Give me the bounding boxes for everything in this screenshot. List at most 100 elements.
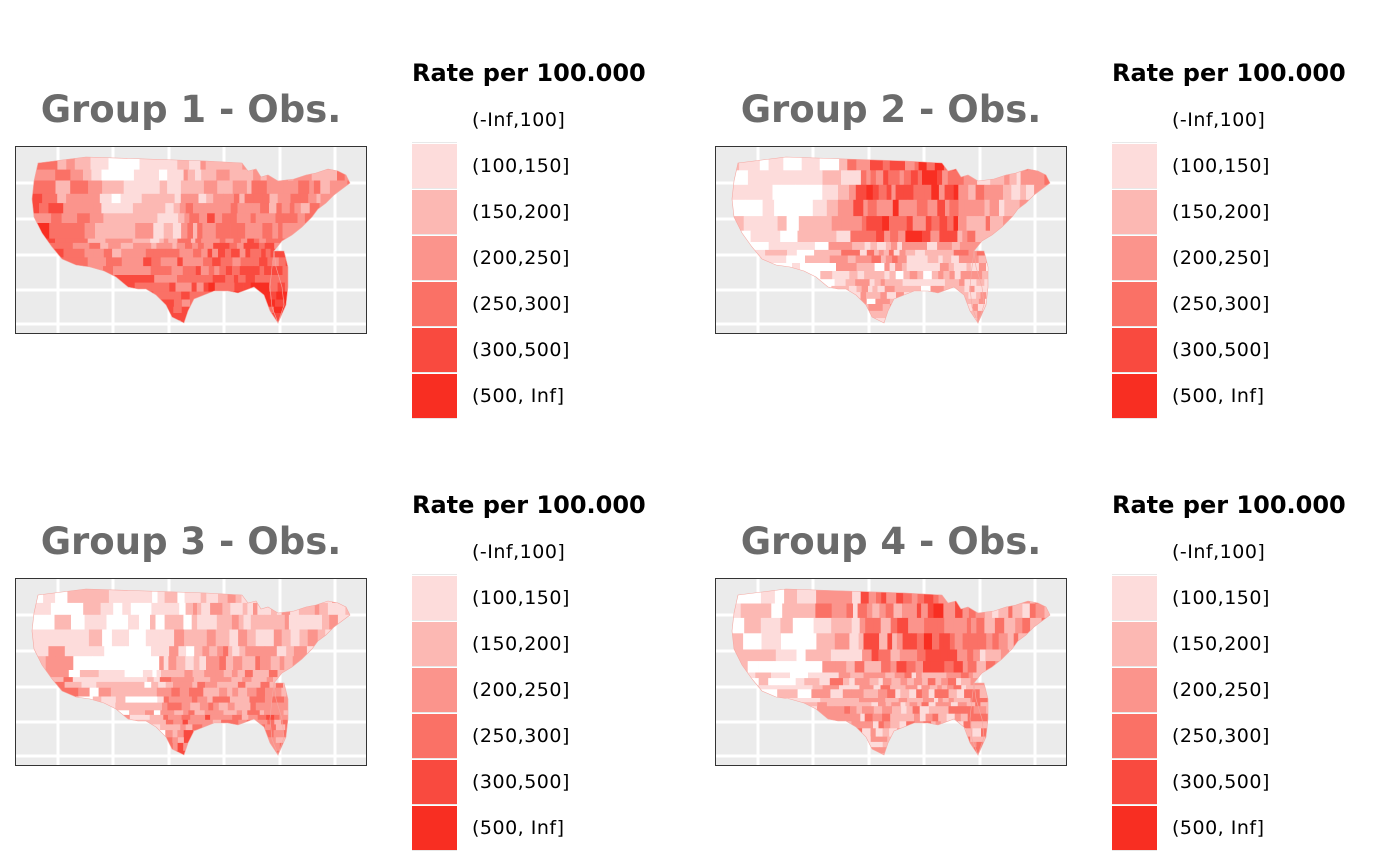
florida-outline bbox=[969, 682, 989, 756]
legend-item: (100,150] bbox=[1112, 576, 1392, 622]
legend-item: (200,250] bbox=[1112, 236, 1392, 282]
legend-swatch bbox=[412, 236, 457, 281]
us-outline bbox=[31, 588, 351, 756]
legend-item: (200,250] bbox=[412, 668, 692, 714]
legend-item: (300,500] bbox=[1112, 760, 1392, 806]
legend-item: (150,200] bbox=[412, 190, 692, 236]
legend-label: (500, Inf] bbox=[1172, 385, 1265, 407]
us-outline bbox=[731, 588, 1051, 756]
legend-label: (500, Inf] bbox=[1172, 817, 1265, 839]
map-canvas bbox=[16, 579, 366, 765]
legend-label: (100,150] bbox=[1172, 587, 1270, 609]
legend-item: (100,150] bbox=[412, 144, 692, 190]
legend-label: (200,250] bbox=[472, 247, 570, 269]
us-outline bbox=[731, 156, 1051, 324]
legend-label: (150,200] bbox=[1172, 201, 1270, 223]
map-title: Group 2 - Obs. bbox=[740, 88, 1042, 131]
legend-swatch bbox=[1112, 714, 1157, 759]
map-panel-1: Group 1 - Obs. Rate per 100.000 (-Inf,10… bbox=[0, 0, 700, 432]
legend-swatch bbox=[1112, 622, 1157, 667]
legend: Rate per 100.000 (-Inf,100] (100,150] (1… bbox=[412, 58, 692, 420]
legend-swatch bbox=[412, 328, 457, 373]
legend-label: (300,500] bbox=[1172, 771, 1270, 793]
legend-item: (150,200] bbox=[1112, 622, 1392, 668]
legend-item: (100,150] bbox=[412, 576, 692, 622]
legend-swatch bbox=[412, 760, 457, 805]
legend-item: (500, Inf] bbox=[1112, 806, 1392, 852]
legend-item: (100,150] bbox=[1112, 144, 1392, 190]
legend-swatch bbox=[412, 576, 457, 621]
florida-outline bbox=[969, 250, 989, 324]
us-county-map bbox=[715, 146, 1067, 334]
map-title: Group 3 - Obs. bbox=[40, 520, 342, 563]
legend-label: (200,250] bbox=[1172, 679, 1270, 701]
legend-label: (150,200] bbox=[472, 633, 570, 655]
legend-label: (-Inf,100] bbox=[472, 541, 566, 563]
legend-swatch bbox=[1112, 282, 1157, 327]
legend-label: (300,500] bbox=[472, 771, 570, 793]
map-canvas bbox=[16, 147, 366, 333]
legend-title: Rate per 100.000 bbox=[1112, 491, 1346, 519]
legend-swatch bbox=[1112, 806, 1157, 851]
legend-item: (200,250] bbox=[1112, 668, 1392, 714]
legend: Rate per 100.000 (-Inf,100] (100,150] (1… bbox=[1112, 58, 1392, 420]
legend-item: (250,300] bbox=[412, 714, 692, 760]
us-county-map bbox=[15, 578, 367, 766]
legend-item: (500, Inf] bbox=[412, 374, 692, 420]
legend-swatch bbox=[1112, 328, 1157, 373]
legend-swatch bbox=[412, 806, 457, 851]
legend-swatch bbox=[412, 530, 457, 575]
us-county-map bbox=[715, 578, 1067, 766]
map-title: Group 1 - Obs. bbox=[40, 88, 342, 131]
map-panel-3: Group 3 - Obs. Rate per 100.000 (-Inf,10… bbox=[0, 432, 700, 864]
legend-swatch bbox=[412, 374, 457, 419]
legend-item: (-Inf,100] bbox=[412, 530, 692, 576]
legend-label: (250,300] bbox=[472, 725, 570, 747]
legend-swatch bbox=[1112, 98, 1157, 143]
legend-swatch bbox=[1112, 236, 1157, 281]
legend-label: (500, Inf] bbox=[472, 817, 565, 839]
legend-swatch bbox=[1112, 760, 1157, 805]
legend-swatch bbox=[412, 190, 457, 235]
legend-item: (250,300] bbox=[412, 282, 692, 328]
legend-swatch bbox=[412, 668, 457, 713]
legend-swatch bbox=[1112, 190, 1157, 235]
legend-label: (250,300] bbox=[1172, 293, 1270, 315]
legend-item: (500, Inf] bbox=[1112, 374, 1392, 420]
legend-swatch bbox=[412, 622, 457, 667]
legend-label: (100,150] bbox=[1172, 155, 1270, 177]
legend-item: (300,500] bbox=[412, 328, 692, 374]
legend-label: (-Inf,100] bbox=[1172, 109, 1266, 131]
legend-label: (100,150] bbox=[472, 587, 570, 609]
legend-label: (300,500] bbox=[472, 339, 570, 361]
map-panel-4: Group 4 - Obs. Rate per 100.000 (-Inf,10… bbox=[700, 432, 1400, 864]
legend-label: (150,200] bbox=[472, 201, 570, 223]
florida-outline bbox=[269, 682, 289, 756]
legend-swatch bbox=[1112, 374, 1157, 419]
legend-item: (500, Inf] bbox=[412, 806, 692, 852]
legend-swatch bbox=[1112, 530, 1157, 575]
florida-outline bbox=[269, 250, 289, 324]
legend-swatch bbox=[412, 144, 457, 189]
legend-item: (250,300] bbox=[1112, 714, 1392, 760]
legend-swatch bbox=[1112, 576, 1157, 621]
legend-label: (-Inf,100] bbox=[1172, 541, 1266, 563]
legend-swatch bbox=[412, 714, 457, 759]
legend-label: (300,500] bbox=[1172, 339, 1270, 361]
legend-item: (-Inf,100] bbox=[1112, 98, 1392, 144]
us-county-map bbox=[15, 146, 367, 334]
legend-label: (150,200] bbox=[1172, 633, 1270, 655]
legend-label: (250,300] bbox=[472, 293, 570, 315]
map-canvas bbox=[716, 579, 1066, 765]
map-panel-2: Group 2 - Obs. Rate per 100.000 (-Inf,10… bbox=[700, 0, 1400, 432]
map-title: Group 4 - Obs. bbox=[740, 520, 1042, 563]
legend: Rate per 100.000 (-Inf,100] (100,150] (1… bbox=[412, 490, 692, 852]
legend-swatch bbox=[1112, 144, 1157, 189]
us-outline bbox=[31, 156, 351, 324]
legend-title: Rate per 100.000 bbox=[1112, 59, 1346, 87]
legend-item: (-Inf,100] bbox=[1112, 530, 1392, 576]
legend-label: (500, Inf] bbox=[472, 385, 565, 407]
legend-swatch bbox=[1112, 668, 1157, 713]
legend: Rate per 100.000 (-Inf,100] (100,150] (1… bbox=[1112, 490, 1392, 852]
legend-swatch bbox=[412, 98, 457, 143]
